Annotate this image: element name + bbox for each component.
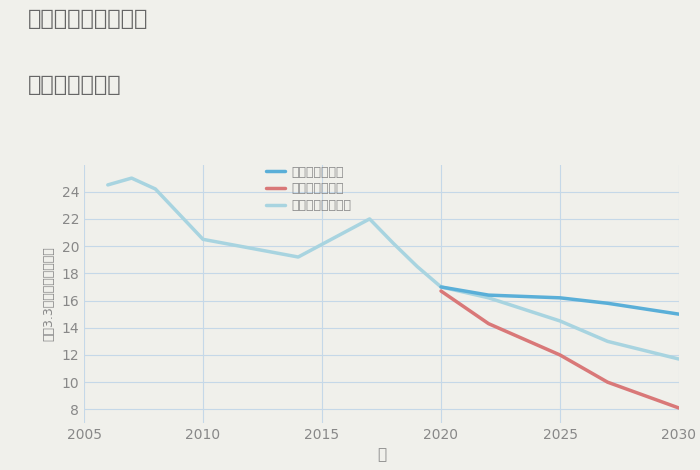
ノーマルシナリオ [437,284,445,290]
ノーマルシナリオ [556,318,564,324]
ノーマルシナリオ [603,338,612,344]
ノーマルシナリオ [294,254,302,260]
Legend: グッドシナリオ, バッドシナリオ, ノーマルシナリオ: グッドシナリオ, バッドシナリオ, ノーマルシナリオ [267,165,351,212]
バッドシナリオ [484,321,493,327]
ノーマルシナリオ [104,182,112,188]
Line: バッドシナリオ: バッドシナリオ [441,291,679,408]
ノーマルシナリオ [675,356,683,362]
Text: 土地の価格推移: 土地の価格推移 [28,75,122,95]
X-axis label: 年: 年 [377,447,386,462]
グッドシナリオ [484,292,493,298]
バッドシナリオ [556,352,564,358]
バッドシナリオ [603,379,612,385]
Text: 三重県伊勢市河崎の: 三重県伊勢市河崎の [28,9,148,30]
バッドシナリオ [437,288,445,294]
ノーマルシナリオ [151,186,160,192]
ノーマルシナリオ [389,241,398,246]
ノーマルシナリオ [413,264,421,269]
グッドシナリオ [556,295,564,301]
グッドシナリオ [603,300,612,306]
Y-axis label: 坪（3.3㎡）単価（万円）: 坪（3.3㎡）単価（万円） [43,246,56,341]
Line: ノーマルシナリオ: ノーマルシナリオ [108,178,679,359]
ノーマルシナリオ [127,175,136,181]
グッドシナリオ [675,311,683,317]
ノーマルシナリオ [365,216,374,222]
グッドシナリオ [437,284,445,290]
Line: グッドシナリオ: グッドシナリオ [441,287,679,314]
ノーマルシナリオ [199,236,207,242]
バッドシナリオ [675,405,683,411]
ノーマルシナリオ [484,295,493,301]
